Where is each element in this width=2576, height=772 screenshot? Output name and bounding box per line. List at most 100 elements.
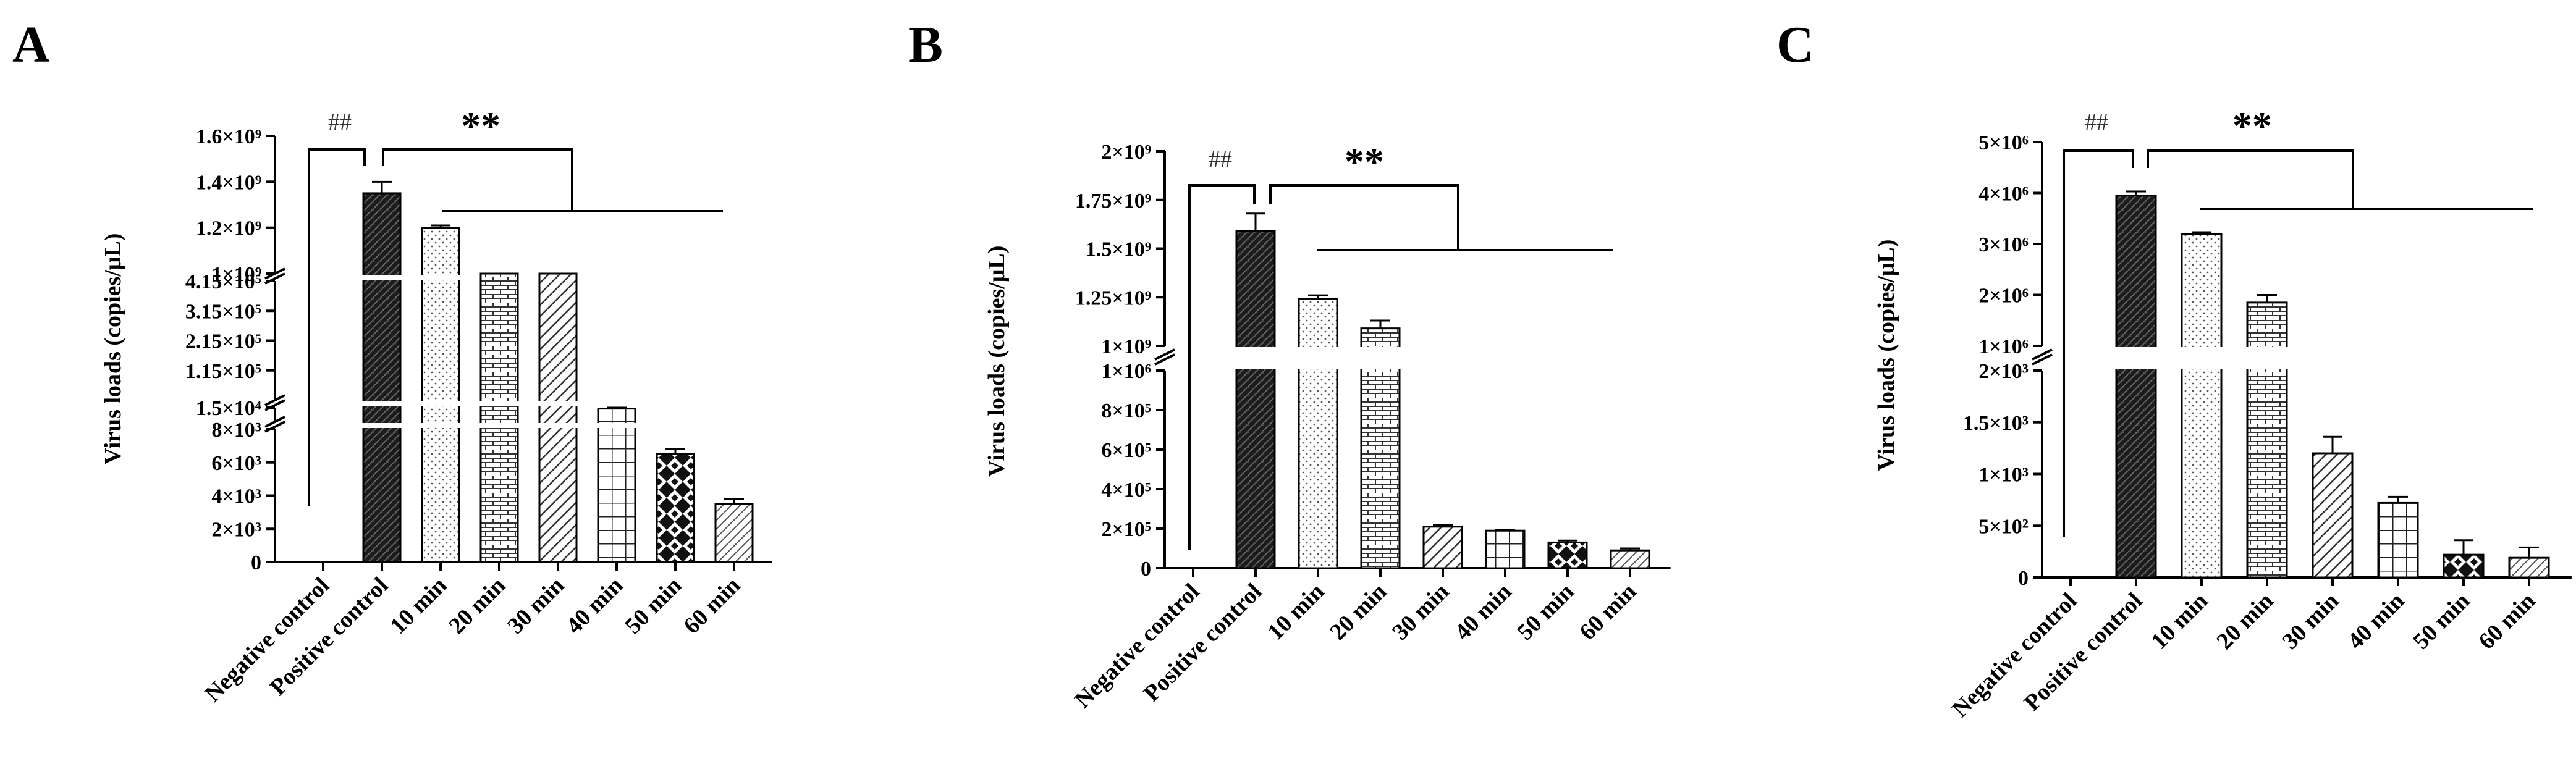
y-tick-label: 8×10⁵ [1101, 400, 1151, 422]
x-tick-label: 60 min [678, 573, 745, 639]
x-tick-label: 50 min [620, 573, 686, 639]
error-bar [1246, 212, 1265, 232]
bar [1610, 549, 1650, 569]
error-bar [2388, 495, 2408, 503]
significance-stars: ** [2232, 104, 2272, 148]
bar-break-gap [420, 423, 462, 428]
x-tick-label: 10 min [2146, 588, 2213, 655]
bar [1485, 529, 1526, 569]
error-bar [2126, 190, 2146, 196]
significance-stars: ** [1345, 140, 1384, 183]
error-bar [724, 498, 744, 504]
panel-letter: A [12, 16, 50, 73]
significance-bracket [2147, 149, 2354, 209]
bar [2246, 301, 2288, 579]
bar [1547, 541, 1588, 569]
y-tick-label: 1×10⁹ [1101, 335, 1151, 358]
hash-annotation: ## [2085, 109, 2108, 135]
error-bar [1558, 539, 1577, 543]
significance-bracket [308, 148, 366, 506]
y-tick-label: 1.15×10⁵ [185, 360, 261, 383]
bar-break-gap [537, 401, 579, 406]
y-tick-label: 2×10⁹ [1101, 141, 1151, 164]
hash-annotation: ## [1209, 146, 1232, 172]
bar-break-gap [478, 423, 520, 428]
bar [2181, 233, 2223, 579]
bar [714, 503, 754, 563]
y-axis-label: Virus loads (copies/μL) [100, 233, 126, 465]
y-tick-label: 2×10³ [211, 518, 261, 541]
error-bar [1495, 529, 1515, 531]
bar [2312, 452, 2354, 579]
bar-break-gap [420, 401, 462, 406]
x-tick-label: 50 min [2408, 588, 2475, 655]
y-tick-label: 1.2×10⁹ [196, 217, 261, 240]
y-tick-label: 2×10⁶ [1978, 285, 2029, 308]
x-tick-label: 40 min [2342, 588, 2409, 655]
x-tick-label: 30 min [502, 573, 569, 639]
y-tick-label: 1.25×10⁹ [1075, 287, 1151, 309]
bar-break-gap [361, 423, 403, 428]
y-tick-label: 1.5×10³ [1963, 412, 2029, 435]
error-bar [2192, 231, 2211, 234]
significance-stars: ** [461, 104, 500, 148]
bar [1235, 230, 1276, 569]
error-bar [1308, 294, 1328, 300]
bar [362, 192, 402, 563]
bar-break-gap [420, 275, 462, 280]
y-tick-label: 8×10³ [211, 419, 261, 442]
y-tick-label: 1.5×10⁴ [196, 397, 261, 420]
bar [479, 272, 519, 563]
x-tick-label: Positive control [2019, 588, 2148, 716]
y-tick-label: 4×10³ [211, 485, 261, 508]
x-tick-label: 30 min [2277, 588, 2344, 655]
bar [597, 408, 636, 563]
bar [2377, 501, 2419, 579]
bar [538, 272, 578, 563]
hash-annotation: ## [328, 109, 352, 135]
bar-break-gap [1234, 347, 1277, 369]
error-bar [1620, 547, 1640, 551]
bar-break-gap [361, 275, 403, 280]
error-bar [1433, 524, 1453, 527]
bar [2508, 556, 2550, 579]
y-tick-label: 3.15×10⁵ [185, 300, 261, 323]
axis-break-mark [2032, 348, 2053, 366]
error-bar [2323, 435, 2342, 453]
bar-break-gap [537, 423, 579, 428]
bar-break-gap [1359, 347, 1402, 369]
y-tick-label: 3×10⁶ [1978, 233, 2029, 256]
y-tick-label: 1×10⁶ [1101, 360, 1151, 383]
x-tick-label: 20 min [2211, 588, 2278, 655]
x-tick-label: 40 min [561, 573, 628, 639]
x-tick-label: 60 min [1574, 579, 1641, 645]
y-axis-label: Virus loads (copies/μL) [1873, 240, 1899, 471]
x-tick-label: 60 min [2473, 588, 2540, 655]
y-tick-label: 1.5×10⁹ [1086, 238, 1151, 261]
y-tick-label: 6×10⁵ [1101, 439, 1151, 462]
y-tick-label: 1.4×10⁹ [196, 171, 261, 194]
significance-bracket [1188, 184, 1256, 550]
bar-break-gap [478, 401, 520, 406]
y-tick-label: 5×10² [1978, 515, 2029, 538]
y-tick-label: 1.6×10⁹ [196, 125, 261, 148]
y-tick-label: 4.15×10⁵ [185, 271, 261, 293]
error-bar [2519, 546, 2539, 558]
x-tick-label: 10 min [385, 573, 452, 639]
y-tick-label: 0 [251, 552, 261, 574]
panel-c: C Virus loads (copies/μL) 0 5×10² 1×10³ 1.5×1… [1776, 16, 2572, 723]
y-tick-label: 0 [2018, 567, 2029, 590]
x-tick-label: 10 min [1262, 579, 1329, 645]
y-tick-label: 6×10³ [211, 452, 261, 475]
error-bar [607, 406, 627, 409]
error-bar [665, 448, 685, 455]
panel-a: A Virus loads (copies/μL) 0 2×10³ 4×10³ 6×10³… [12, 16, 772, 707]
bar-break-gap [2179, 347, 2224, 369]
bar [1298, 298, 1338, 569]
error-bar [1370, 319, 1390, 329]
y-tick-label: 1×10⁶ [1978, 335, 2029, 358]
axis-break-mark [1154, 348, 1175, 366]
bar-break-gap [596, 423, 638, 428]
y-tick-label: 4×10⁵ [1101, 479, 1151, 501]
y-tick-label: 2.15×10⁵ [185, 330, 261, 353]
